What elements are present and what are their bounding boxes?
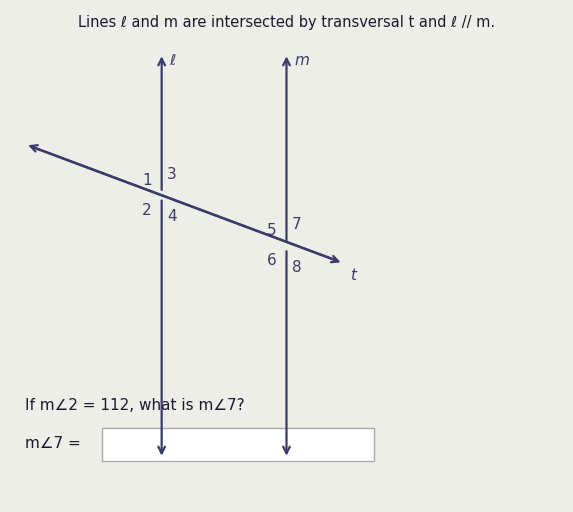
Text: m: m <box>295 53 309 69</box>
Text: Lines ℓ and m are intersected by transversal t and ℓ // m.: Lines ℓ and m are intersected by transve… <box>78 15 495 30</box>
Text: ℓ: ℓ <box>170 53 176 69</box>
Text: 4: 4 <box>167 209 176 224</box>
Text: m∠7 =: m∠7 = <box>25 436 81 451</box>
Text: 3: 3 <box>167 166 176 182</box>
Text: t: t <box>350 268 356 283</box>
Text: 5: 5 <box>266 223 276 238</box>
Text: If m∠2 = 112, what is m∠7?: If m∠2 = 112, what is m∠7? <box>25 398 245 413</box>
Text: 7: 7 <box>292 217 301 232</box>
Text: 8: 8 <box>292 260 301 274</box>
FancyBboxPatch shape <box>102 428 374 461</box>
Text: 1: 1 <box>142 173 151 187</box>
Text: 6: 6 <box>266 253 276 268</box>
Text: 2: 2 <box>142 203 151 218</box>
